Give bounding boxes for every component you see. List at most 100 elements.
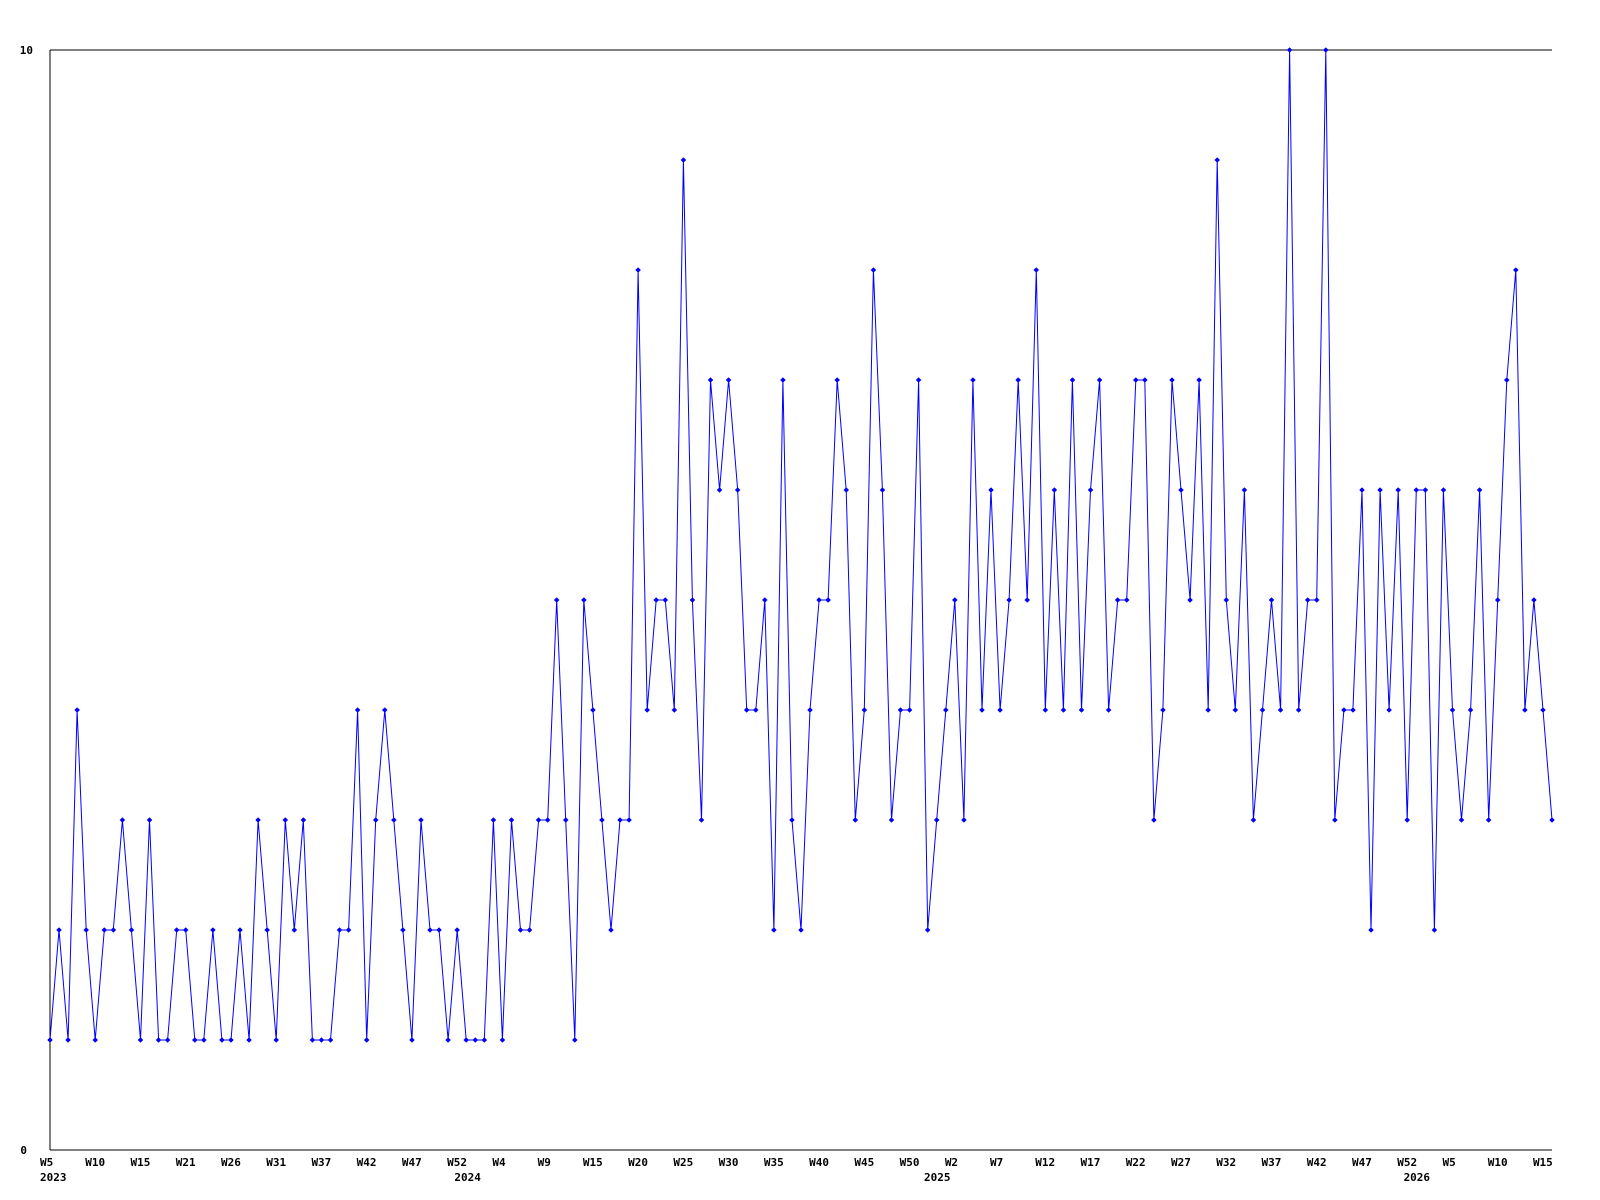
x-tick-label: W20 [628, 1156, 648, 1169]
series-polyline [49, 49, 1553, 1041]
data-point-marker [979, 707, 985, 713]
data-point-marker [381, 707, 388, 713]
data-point-marker [228, 1037, 234, 1043]
data-point-marker [680, 157, 687, 163]
data-point-marker [897, 707, 904, 713]
data-point-marker [327, 1037, 334, 1043]
data-point-marker [698, 817, 705, 823]
data-point-marker [1540, 707, 1546, 713]
data-point-marker [1069, 377, 1076, 383]
data-point-marker [173, 927, 180, 933]
data-point-marker [200, 1037, 207, 1043]
data-point-marker [617, 817, 623, 823]
x-tick-label: W25 [673, 1156, 693, 1169]
data-point-marker [445, 1037, 451, 1043]
data-point-marker [662, 597, 669, 603]
data-point-marker [1123, 597, 1130, 603]
data-point-marker [146, 817, 153, 823]
data-point-marker [255, 817, 261, 823]
data-point-marker [454, 927, 461, 933]
data-point-marker [291, 927, 298, 933]
x-year-label: 2023 [40, 1171, 67, 1184]
x-tick-label: W37 [311, 1156, 331, 1169]
data-point-marker [1132, 377, 1139, 383]
data-point-marker [1522, 707, 1528, 713]
data-point-marker [1024, 597, 1031, 603]
data-point-marker [210, 927, 216, 933]
x-year-label: 2025 [924, 1171, 951, 1184]
data-point-marker [1531, 597, 1537, 603]
data-point-marker [1268, 597, 1275, 603]
data-point-marker [282, 817, 289, 823]
x-tick-label: W15 [1533, 1156, 1553, 1169]
data-point-marker [635, 267, 641, 273]
data-point-marker [1494, 597, 1501, 603]
data-point-marker [1178, 487, 1184, 493]
data-point-marker [1114, 597, 1121, 603]
data-point-marker [1377, 487, 1383, 493]
data-point-marker [1512, 267, 1519, 273]
data-point-marker [1440, 487, 1447, 493]
data-point-marker [1223, 597, 1230, 603]
data-point-marker [418, 817, 424, 823]
data-point-marker [988, 487, 994, 493]
x-tick-label: W17 [1081, 1156, 1101, 1169]
data-point-marker [300, 817, 307, 823]
data-point-marker [1413, 487, 1420, 493]
data-point-marker [942, 707, 949, 713]
data-point-marker [1169, 377, 1175, 383]
data-point-marker [906, 707, 913, 713]
x-tick-label: W47 [402, 1156, 422, 1169]
data-point-marker [816, 597, 822, 603]
x-tick-label: W32 [1216, 1156, 1236, 1169]
data-point-marker [400, 927, 406, 933]
x-tick-label: W4 [492, 1156, 506, 1169]
data-point-marker [237, 927, 243, 933]
data-point-marker [1214, 157, 1221, 163]
y-axis-labels: 10 0 [20, 44, 33, 1157]
data-point-marker [1196, 377, 1202, 383]
data-point-marker [508, 817, 515, 823]
data-point-marker [608, 927, 614, 933]
data-point-marker [1259, 707, 1266, 713]
data-point-marker [191, 1037, 198, 1043]
x-tick-label: W42 [1307, 1156, 1327, 1169]
data-point-marker [725, 377, 732, 383]
x-tick-label: W27 [1171, 1156, 1191, 1169]
data-point-marker [1187, 597, 1193, 603]
x-tick-label: W40 [809, 1156, 829, 1169]
data-point-marker [83, 927, 90, 933]
data-point-marker [915, 377, 922, 383]
data-point-marker [852, 817, 859, 823]
data-point-marker [137, 1037, 144, 1043]
data-point-marker [481, 1037, 488, 1043]
data-point-marker [734, 487, 741, 493]
data-point-marker [354, 707, 361, 713]
x-tick-label: W31 [266, 1156, 286, 1169]
y-tick-label-min: 0 [20, 1144, 27, 1157]
data-point-marker [580, 597, 587, 603]
data-point-marker [689, 597, 696, 603]
data-point-marker [309, 1037, 316, 1043]
data-point-marker [1368, 927, 1374, 933]
x-year-label: 2026 [1404, 1171, 1431, 1184]
y-tick-label-max: 10 [20, 44, 33, 57]
data-point-marker [1205, 707, 1212, 713]
data-point-marker [707, 377, 714, 383]
data-point-marker [761, 597, 768, 603]
data-point-marker [110, 927, 117, 933]
data-point-marker [834, 377, 841, 383]
data-point-marker [861, 707, 868, 713]
x-tick-label: W47 [1352, 1156, 1372, 1169]
data-point-marker [56, 927, 62, 933]
x-tick-label: W30 [719, 1156, 739, 1169]
x-year-label: 2024 [454, 1171, 481, 1184]
data-point-marker [1322, 47, 1329, 53]
data-point-marker [644, 707, 651, 713]
data-point-marker [390, 817, 397, 823]
data-point-marker [1341, 707, 1347, 713]
data-point-marker [771, 927, 777, 933]
data-point-marker [1304, 597, 1311, 603]
data-point-marker [571, 1037, 578, 1043]
